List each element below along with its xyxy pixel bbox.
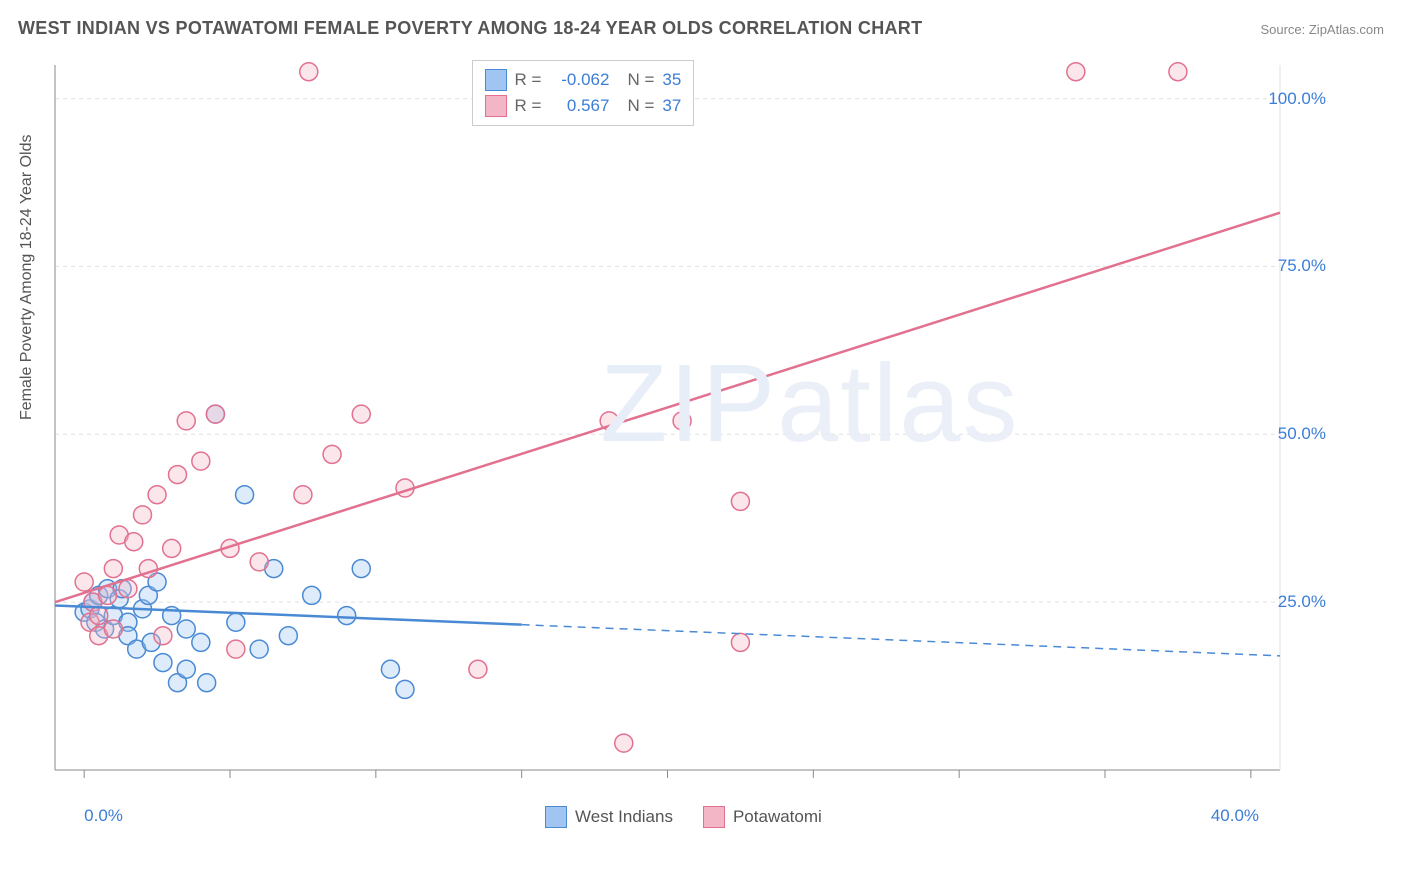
source-prefix: Source: — [1260, 22, 1308, 37]
legend-series-item: Potawatomi — [703, 806, 822, 828]
y-axis-label: Female Poverty Among 18-24 Year Olds — [18, 135, 36, 421]
source-link[interactable]: ZipAtlas.com — [1309, 22, 1384, 37]
x-tick-label: 0.0% — [84, 806, 123, 826]
legend-n-label: N = — [627, 96, 654, 116]
legend-series-name: Potawatomi — [733, 807, 822, 827]
legend-r-value: -0.062 — [549, 70, 609, 90]
y-tick-label: 100.0% — [1268, 89, 1326, 109]
legend-r-label: R = — [515, 96, 542, 116]
legend-r-value: 0.567 — [549, 96, 609, 116]
correlation-legend: R = -0.062 N = 35 R = 0.567 N = 37 — [472, 60, 695, 126]
legend-swatch — [485, 69, 507, 91]
legend-n-label: N = — [627, 70, 654, 90]
y-tick-label: 75.0% — [1278, 256, 1326, 276]
y-tick-label: 25.0% — [1278, 592, 1326, 612]
series-legend: West Indians Potawatomi — [545, 806, 822, 828]
legend-n-value: 37 — [662, 96, 681, 116]
legend-swatch — [703, 806, 725, 828]
scatter-svg — [50, 60, 1340, 800]
legend-r-label: R = — [515, 70, 542, 90]
legend-swatch — [485, 95, 507, 117]
legend-n-value: 35 — [662, 70, 681, 90]
source-attribution: Source: ZipAtlas.com — [1260, 22, 1384, 37]
legend-swatch — [545, 806, 567, 828]
legend-stat-row: R = -0.062 N = 35 — [485, 67, 682, 93]
chart-title: WEST INDIAN VS POTAWATOMI FEMALE POVERTY… — [18, 18, 922, 39]
x-tick-label: 40.0% — [1211, 806, 1259, 826]
legend-stat-row: R = 0.567 N = 37 — [485, 93, 682, 119]
legend-series-name: West Indians — [575, 807, 673, 827]
y-tick-label: 50.0% — [1278, 424, 1326, 444]
legend-series-item: West Indians — [545, 806, 673, 828]
chart-plot-area: ZIPatlas 25.0%50.0%75.0%100.0%0.0%40.0% — [50, 60, 1340, 800]
